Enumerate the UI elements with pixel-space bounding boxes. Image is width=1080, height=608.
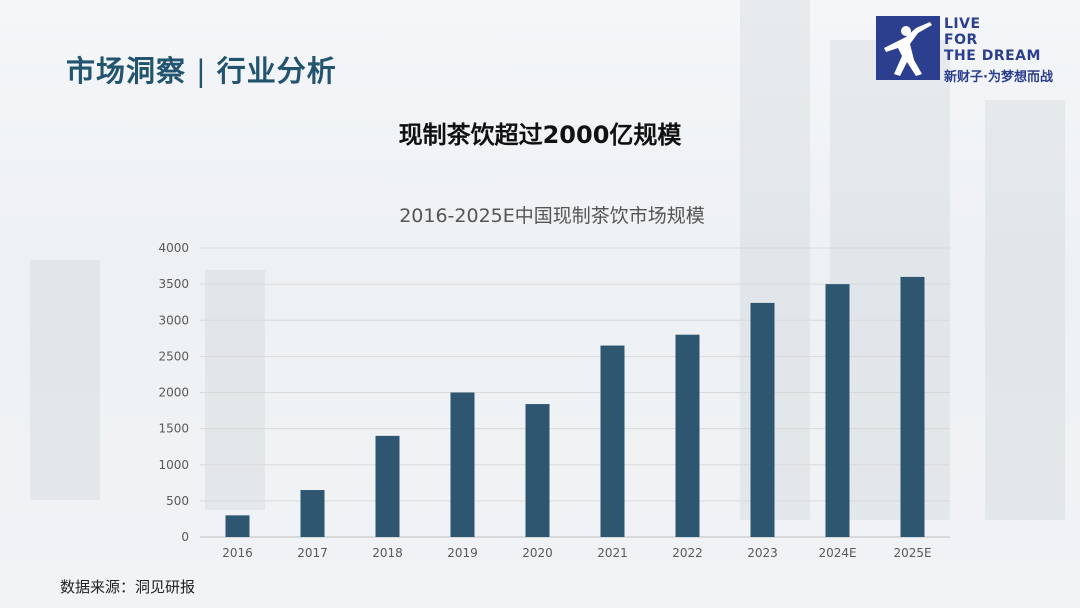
- y-tick-label: 4000: [158, 241, 189, 255]
- y-tick-label: 500: [166, 494, 189, 508]
- logo-line-1: LIVE: [944, 16, 981, 32]
- background-building: [30, 260, 100, 500]
- bar: [525, 404, 550, 537]
- main-title: 现制茶饮超过2000亿规模: [398, 121, 682, 149]
- background-building: [985, 100, 1065, 520]
- x-tick-label: 2024E: [818, 546, 856, 560]
- data-source: 数据来源：洞见研报: [60, 578, 196, 596]
- y-tick-label: 2000: [158, 386, 189, 400]
- x-tick-label: 2020: [522, 546, 553, 560]
- logo-wordmark: LIVE FOR THE DREAM: [944, 16, 1041, 64]
- section-title-separator: |: [196, 54, 207, 88]
- background-building: [830, 40, 950, 520]
- bar: [600, 345, 625, 537]
- y-tick-label: 1500: [158, 422, 189, 436]
- x-tick-label: 2017: [297, 546, 328, 560]
- bar: [375, 435, 400, 537]
- x-tick-label: 2022: [672, 546, 703, 560]
- y-tick-label: 0: [181, 530, 189, 544]
- x-tick-label: 2025E: [893, 546, 931, 560]
- bar: [825, 284, 850, 537]
- section-title-right: 行业分析: [216, 54, 337, 88]
- x-tick-label: 2016: [222, 546, 253, 560]
- bar: [225, 515, 250, 537]
- section-title-left: 市场洞察: [66, 54, 187, 88]
- logo-line-3: THE DREAM: [944, 48, 1041, 64]
- brand-logo: LIVE FOR THE DREAM 新财子·为梦想而战: [876, 16, 1076, 86]
- bar: [750, 302, 775, 537]
- section-title: 市场洞察 | 行业分析: [66, 48, 337, 90]
- bar: [900, 276, 925, 537]
- logo-line-2: FOR: [944, 32, 978, 48]
- background-building: [205, 270, 265, 510]
- bar: [675, 334, 700, 537]
- y-tick-label: 3000: [158, 313, 189, 327]
- x-tick-label: 2018: [372, 546, 403, 560]
- bar: [450, 392, 475, 537]
- figure-icon: [876, 16, 940, 80]
- x-tick-label: 2019: [447, 546, 478, 560]
- x-tick-label: 2023: [747, 546, 778, 560]
- x-tick-label: 2021: [597, 546, 628, 560]
- bar: [300, 490, 325, 537]
- y-tick-label: 1000: [158, 458, 189, 472]
- chart-title: 2016-2025E中国现制茶饮市场规模: [399, 205, 705, 227]
- y-tick-label: 2500: [158, 349, 189, 363]
- logo-slogan: 新财子·为梦想而战: [944, 70, 1053, 85]
- y-tick-label: 3500: [158, 277, 189, 291]
